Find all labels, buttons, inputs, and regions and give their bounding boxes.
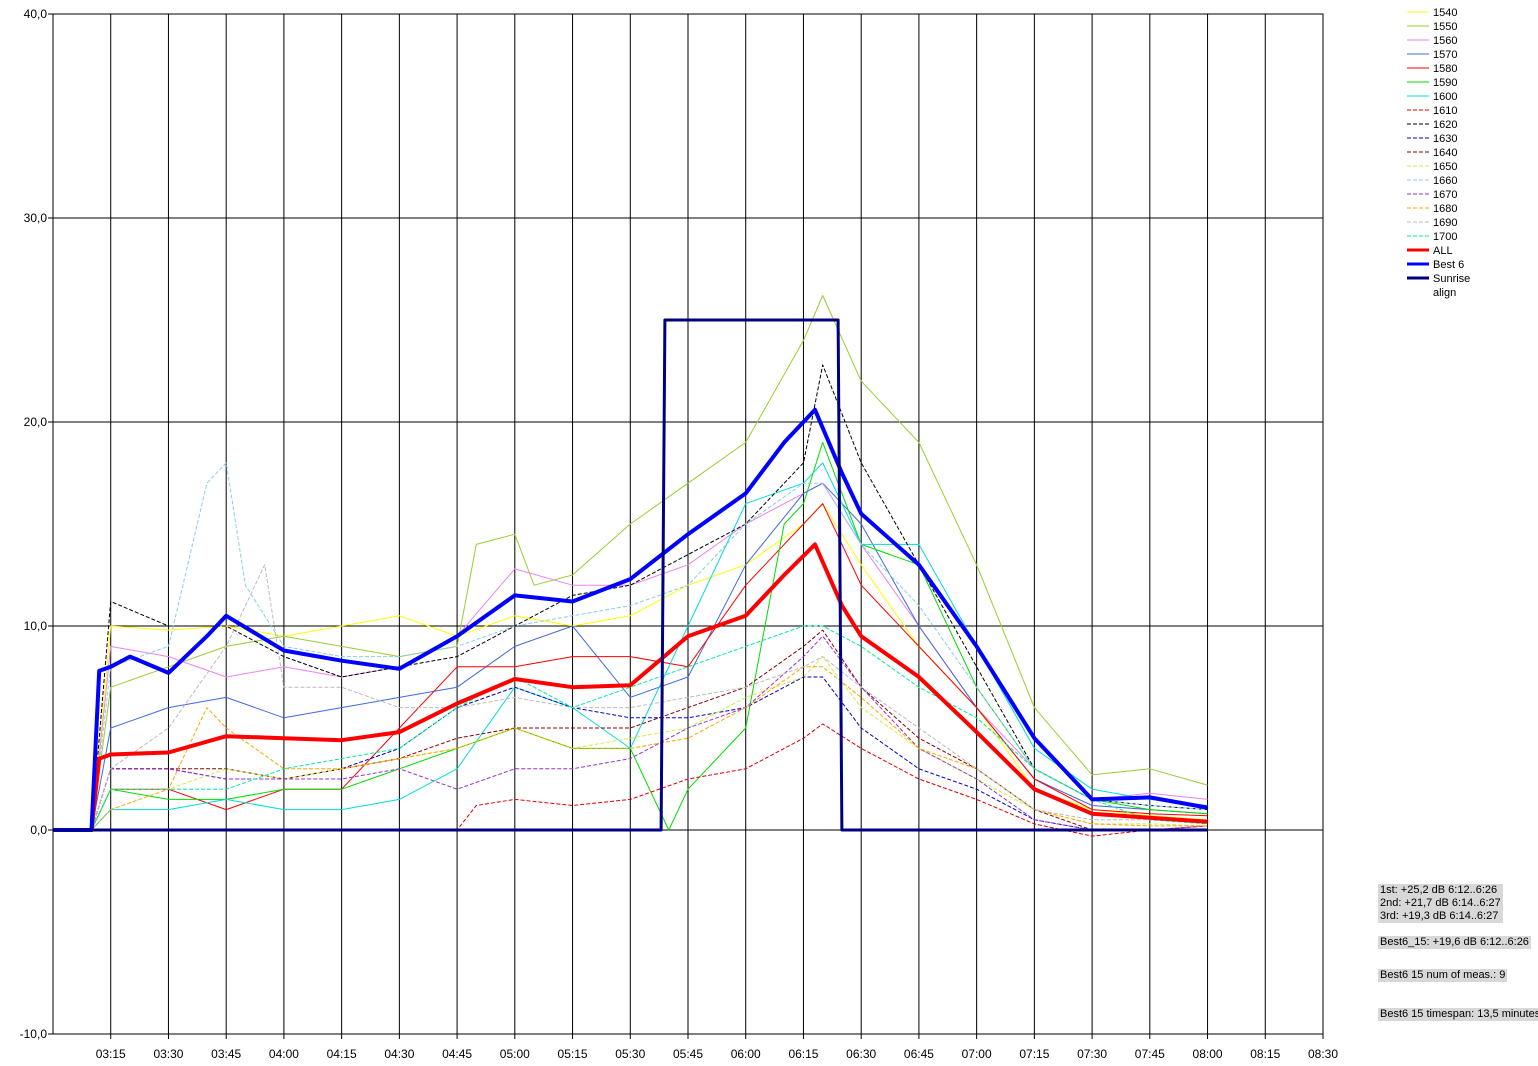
x-tick-label: 03:15 xyxy=(96,1047,126,1061)
legend-label: ALL xyxy=(1433,245,1453,257)
legend-label: 1650 xyxy=(1433,161,1457,173)
legend-label: 1630 xyxy=(1433,133,1457,145)
x-tick-label: 07:30 xyxy=(1077,1047,1107,1061)
x-tick-label: 05:00 xyxy=(500,1047,530,1061)
x-tick-label: 07:45 xyxy=(1135,1047,1165,1061)
legend-label: 1570 xyxy=(1433,49,1457,61)
series-line-1640 xyxy=(53,629,1208,831)
series-line-sunrise-align xyxy=(53,318,1208,832)
stat-best6-num: Best6 15 num of meas.: 9 xyxy=(1378,969,1508,982)
legend-label: 1670 xyxy=(1433,189,1457,201)
grid xyxy=(52,13,1324,1035)
legend-label: 1640 xyxy=(1433,147,1457,159)
y-tick-label: -10,0 xyxy=(20,1027,48,1041)
legend-label: 1680 xyxy=(1433,203,1457,215)
stat-best6-timespan: Best6 15 timespan: 13,5 minutes xyxy=(1378,1008,1538,1021)
y-tick-label: 20,0 xyxy=(24,415,48,429)
series-line-1670 xyxy=(53,635,1208,831)
legend-label: Sunrise align xyxy=(1433,273,1470,299)
legend-label: 1600 xyxy=(1433,91,1457,103)
y-tick-label: 0,0 xyxy=(30,823,47,837)
series-line-all xyxy=(53,542,1208,832)
legend-label: 1660 xyxy=(1433,175,1457,187)
legend-label: 1610 xyxy=(1433,105,1457,117)
stat-1st: 1st: +25,2 dB 6:12..6:26 xyxy=(1380,884,1498,896)
x-tick-label: 06:30 xyxy=(846,1047,876,1061)
x-tick-label: 03:30 xyxy=(153,1047,183,1061)
axes: 03:15 03:30 03:45 04:00 04:15 04:30 04:45 05:00… xyxy=(20,7,1339,1061)
series-line-1610 xyxy=(53,723,1208,837)
legend-label: 1620 xyxy=(1433,119,1457,131)
series-line-1560 xyxy=(53,482,1208,831)
x-tick-label: 06:45 xyxy=(904,1047,934,1061)
x-tick-label: 06:00 xyxy=(731,1047,761,1061)
x-tick-label: 08:30 xyxy=(1308,1047,1338,1061)
legend-label: 1580 xyxy=(1433,63,1457,75)
x-tick-label: 04:00 xyxy=(269,1047,299,1061)
series-lines xyxy=(53,295,1208,837)
legend: 1540 1550 1560 1570 1580 1590 1600 1610 1620 1630… xyxy=(1407,7,1470,299)
x-tick-label: 03:45 xyxy=(211,1047,241,1061)
legend-label: Best 6 xyxy=(1433,259,1464,271)
series-line-1540 xyxy=(53,503,1208,831)
stats-top3: 1st: +25,2 dB 6:12..6:26 2nd: +21,7 dB 6… xyxy=(1378,884,1503,923)
legend-label: 1540 xyxy=(1433,7,1457,19)
series-line-1660 xyxy=(53,462,1208,831)
series-line-best-6 xyxy=(53,407,1208,832)
y-tick-label: 40,0 xyxy=(24,7,48,21)
legend-label: 1590 xyxy=(1433,77,1457,89)
x-tick-label: 06:15 xyxy=(788,1047,818,1061)
series-line-1620 xyxy=(53,364,1208,831)
series-line-1680 xyxy=(53,666,1208,831)
x-tick-label: 07:00 xyxy=(962,1047,992,1061)
x-tick-label: 04:15 xyxy=(327,1047,357,1061)
legend-label: 1560 xyxy=(1433,35,1457,47)
stat-best6-db: Best6_15: +19,6 dB 6:12..6:26 xyxy=(1378,936,1531,949)
stat-2nd: 2nd: +21,7 dB 6:14..6:27 xyxy=(1380,897,1501,909)
y-tick-label: 10,0 xyxy=(24,619,48,633)
x-tick-label: 04:30 xyxy=(384,1047,414,1061)
x-tick-label: 05:30 xyxy=(615,1047,645,1061)
legend-label: 1690 xyxy=(1433,217,1457,229)
series-line-1690 xyxy=(53,564,1208,831)
legend-label: 1700 xyxy=(1433,231,1457,243)
stat-3rd: 3rd: +19,3 dB 6:14..6:27 xyxy=(1380,910,1499,922)
x-tick-label: 08:15 xyxy=(1250,1047,1280,1061)
x-tick-label: 08:00 xyxy=(1193,1047,1223,1061)
x-tick-label: 05:15 xyxy=(558,1047,588,1061)
x-tick-label: 05:45 xyxy=(673,1047,703,1061)
legend-label: 1550 xyxy=(1433,21,1457,33)
y-tick-label: 30,0 xyxy=(24,211,48,225)
x-tick-label: 07:15 xyxy=(1019,1047,1049,1061)
x-tick-label: 04:45 xyxy=(442,1047,472,1061)
